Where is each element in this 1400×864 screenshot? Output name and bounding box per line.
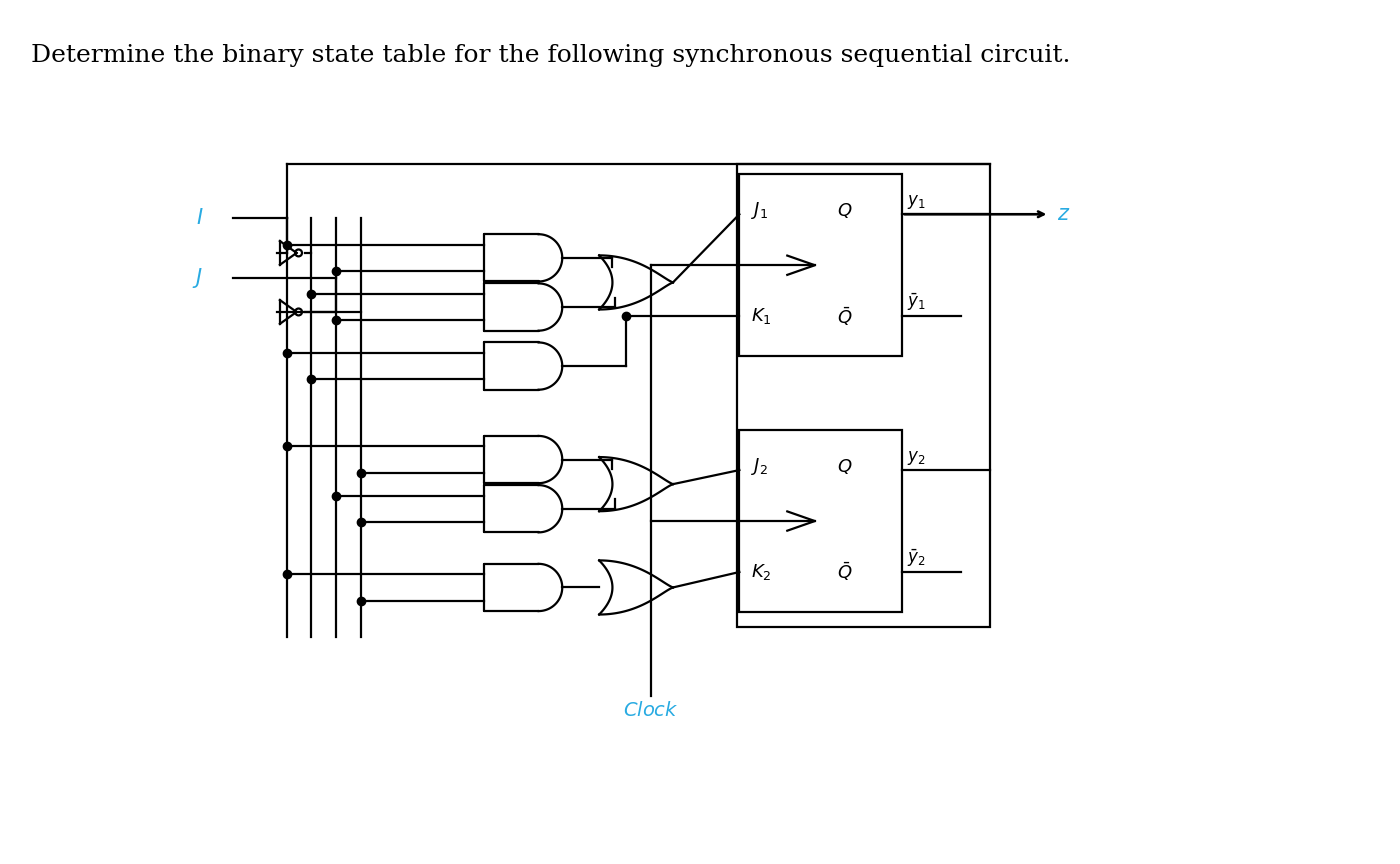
Text: $J_2$: $J_2$ xyxy=(752,456,769,477)
Text: $J$: $J$ xyxy=(192,265,203,289)
Text: Determine the binary state table for the following synchronous sequential circui: Determine the binary state table for the… xyxy=(31,44,1071,67)
Bar xyxy=(739,175,902,356)
Text: $K_1$: $K_1$ xyxy=(752,306,771,327)
Text: $J_1$: $J_1$ xyxy=(752,200,769,221)
Text: $\bar{y}_2$: $\bar{y}_2$ xyxy=(907,548,925,569)
Text: $z$: $z$ xyxy=(1057,205,1071,224)
Text: $Q$: $Q$ xyxy=(837,201,853,220)
Text: $I$: $I$ xyxy=(196,208,203,228)
Text: $K_2$: $K_2$ xyxy=(752,562,771,582)
Text: $\mathit{Clock}$: $\mathit{Clock}$ xyxy=(623,701,679,720)
Text: $y_1$: $y_1$ xyxy=(907,194,925,212)
Bar xyxy=(738,164,990,626)
Text: $\bar{Q}$: $\bar{Q}$ xyxy=(837,305,853,327)
Text: $Q$: $Q$ xyxy=(837,457,853,476)
Text: $\bar{Q}$: $\bar{Q}$ xyxy=(837,561,853,583)
Bar xyxy=(739,430,902,612)
Text: $\bar{y}_1$: $\bar{y}_1$ xyxy=(907,292,925,314)
Text: $y_2$: $y_2$ xyxy=(907,449,925,467)
